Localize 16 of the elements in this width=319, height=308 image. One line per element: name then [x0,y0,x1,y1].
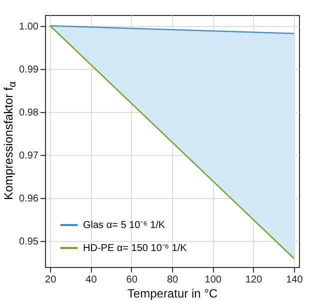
x-tick-label: 40 [86,274,98,286]
x-tick-label: 80 [166,274,178,286]
y-tick-label: 0.95 [19,236,39,248]
x-axis-title: Temperatur in °C [127,286,218,300]
legend-label: Glas α= 5 10⁻⁶ 1/K [83,220,166,231]
x-tick-label: 100 [204,274,222,286]
x-tick-label: 140 [286,274,304,286]
y-tick-label: 1.00 [19,21,39,32]
x-tick-label: 60 [126,274,138,286]
x-tick-label: 120 [245,274,263,286]
x-tick-label: 20 [45,274,57,286]
y-tick-label: 0.98 [19,107,39,118]
legend-label: HD-PE α= 150 10⁻⁶ 1/K [83,243,188,254]
y-tick-label: 0.97 [19,150,39,162]
y-tick-label: 0.99 [19,64,39,76]
y-tick-label: 0.96 [19,194,39,205]
